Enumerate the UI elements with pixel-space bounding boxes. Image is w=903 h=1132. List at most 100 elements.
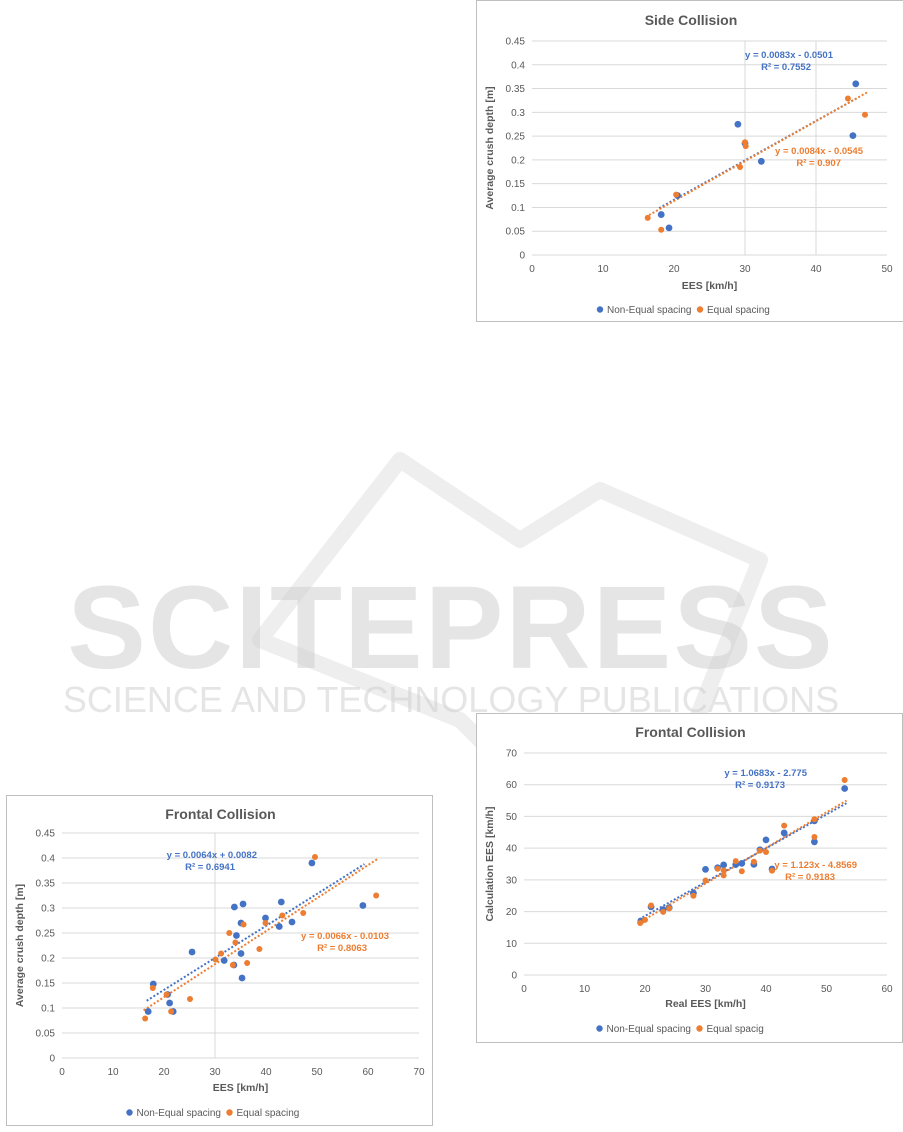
data-point [841, 785, 849, 792]
data-point [732, 858, 739, 865]
data-point [762, 836, 770, 844]
data-point [642, 916, 648, 923]
data-point [780, 829, 788, 837]
y-tick-label: 0.1 [41, 1004, 55, 1015]
data-point [763, 848, 769, 855]
legend-marker [126, 1109, 133, 1116]
y-tick-label: 0.2 [511, 155, 525, 166]
y-tick-label: 0.45 [506, 37, 526, 48]
x-axis-label: EES [km/h] [682, 280, 737, 292]
y-axis-label: Calculation EES [km/h] [484, 807, 496, 922]
y-tick-label: 0.25 [506, 132, 526, 143]
data-point [226, 930, 233, 936]
data-point [811, 816, 818, 823]
data-point [212, 956, 219, 963]
data-point [720, 861, 728, 869]
legend-label: Non-Equal spacing [607, 1024, 692, 1035]
data-point [702, 865, 709, 873]
trendline-r2: R² = 0.907 [796, 158, 841, 169]
x-tick-label: 70 [413, 1067, 425, 1078]
y-tick-label: 0.4 [511, 60, 525, 71]
data-point [244, 960, 251, 966]
y-tick-label: 20 [506, 907, 518, 918]
x-tick-label: 30 [209, 1067, 221, 1078]
data-point [237, 950, 245, 957]
trendline-equation: y = 1.123x - 4.8569 [774, 860, 857, 871]
data-point [142, 1015, 149, 1022]
data-point [781, 822, 788, 829]
data-point [811, 838, 818, 846]
y-tick-label: 0.3 [511, 108, 525, 119]
data-point [144, 1008, 152, 1015]
y-axis-label: Average crush depth [m] [484, 86, 496, 209]
data-point [311, 854, 318, 860]
y-tick-label: 60 [506, 780, 518, 791]
data-point [849, 132, 857, 140]
y-tick-label: 0 [49, 1054, 55, 1065]
x-tick-label: 40 [810, 264, 822, 275]
y-tick-label: 70 [506, 749, 518, 760]
data-point [163, 991, 170, 998]
data-point [300, 910, 307, 916]
trendline-r2: R² = 0.6941 [185, 862, 236, 873]
x-tick-label: 30 [700, 984, 712, 995]
trendline-equation: y = 0.0064x + 0.0082 [167, 850, 257, 861]
x-tick-label: 50 [881, 264, 893, 275]
data-point [665, 224, 673, 232]
legend-label: Non-Equal spacing [607, 305, 692, 316]
y-tick-label: 0.4 [41, 854, 55, 865]
y-tick-label: 0.1 [511, 203, 525, 214]
y-tick-label: 0.35 [36, 879, 56, 890]
data-point [742, 143, 749, 150]
data-point [149, 985, 156, 991]
frontal-crush-chart: Frontal Collision 0 0.05 0.1 0.15 0.2 0.25 0.3 0… [6, 795, 433, 1126]
data-point [737, 164, 744, 171]
data-point [690, 892, 697, 899]
data-point [734, 120, 742, 128]
data-point [279, 912, 286, 919]
y-tick-label: 0.35 [506, 84, 526, 95]
data-point [240, 921, 247, 928]
data-point [288, 918, 296, 926]
legend-marker [696, 1025, 703, 1032]
x-tick-label: 0 [521, 984, 527, 995]
data-point [811, 834, 818, 841]
x-tick-label: 0 [529, 264, 535, 275]
x-tick-label: 60 [881, 984, 893, 995]
x-tick-label: 10 [597, 264, 609, 275]
trendline-equation: y = 0.0083x - 0.0501 [745, 50, 834, 61]
data-point [187, 996, 194, 1002]
x-axis-label: EES [km/h] [213, 1082, 268, 1094]
side-collision-chart: Side Collision 0 0.05 0.1 0.15 0.2 0.25 0.3 0.35… [476, 0, 903, 322]
y-tick-label: 10 [506, 939, 518, 950]
legend-marker [226, 1109, 233, 1116]
y-tick-label: 0.15 [506, 179, 526, 190]
data-point [757, 157, 765, 165]
legend-label: Non-Equal spacing [137, 1108, 222, 1119]
x-tick-label: 10 [579, 984, 591, 995]
trendline [143, 858, 379, 1012]
data-point [230, 903, 238, 911]
data-point [720, 867, 727, 874]
trendline-r2: R² = 0.7552 [761, 62, 811, 73]
legend-marker [596, 306, 604, 313]
data-point [756, 847, 763, 854]
data-point [166, 999, 174, 1007]
x-tick-label: 50 [821, 984, 833, 995]
x-tick-label: 20 [158, 1067, 170, 1078]
chart-title: Frontal Collision [165, 806, 275, 822]
y-tick-label: 0.45 [36, 829, 56, 840]
y-tick-label: 50 [506, 812, 518, 823]
data-point [238, 974, 246, 982]
trendline-r2: R² = 0.9183 [785, 872, 835, 883]
side-collision-plot: Side Collision 0 0.05 0.1 0.15 0.2 0.25 0.3 0.35… [484, 12, 893, 316]
legend-label: Equal spacing [707, 305, 770, 316]
data-point [637, 919, 644, 926]
x-tick-label: 20 [668, 264, 680, 275]
watermark-title: SCITEPRESS [67, 562, 835, 694]
data-point [658, 226, 665, 233]
x-tick-label: 50 [311, 1067, 323, 1078]
frontal-crush-plot: Frontal Collision 0 0.05 0.1 0.15 0.2 0.25 0.3 0… [14, 806, 425, 1119]
y-tick-label: 0.05 [506, 227, 526, 238]
